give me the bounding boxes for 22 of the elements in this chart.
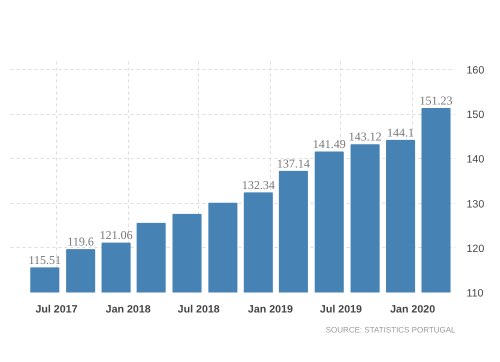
y-tick-label: 120 [466, 242, 484, 255]
y-tick-label: 110 [466, 288, 484, 300]
data-label: 151.23 [420, 94, 453, 108]
y-tick-label: 130 [466, 198, 484, 210]
x-tick-label: Jan 2018 [106, 304, 151, 316]
data-label: 132.34 [242, 178, 275, 192]
data-label: 144.1 [387, 125, 414, 140]
data-label: 115.51 [28, 252, 62, 267]
y-tick-label: 160 [466, 64, 484, 76]
data-label: 119.6 [67, 234, 94, 249]
data-label: 143.12 [348, 130, 382, 144]
x-tick-label: Jul 2019 [320, 304, 362, 316]
data-label: 121.06 [100, 228, 133, 242]
data-label: 141.49 [312, 137, 346, 152]
x-tick-label: Jul 2018 [178, 304, 220, 316]
source-note: SOURCE: STATISTICS PORTUGAL [326, 326, 456, 334]
y-tick-label: 140 [466, 154, 484, 166]
data-label: 137.14 [276, 156, 310, 170]
y-tick-label: 150 [466, 109, 484, 122]
x-tick-label: Jul 2017 [35, 304, 78, 316]
x-tick-label: Jan 2020 [390, 304, 436, 316]
x-tick-label: Jan 2019 [248, 304, 293, 316]
